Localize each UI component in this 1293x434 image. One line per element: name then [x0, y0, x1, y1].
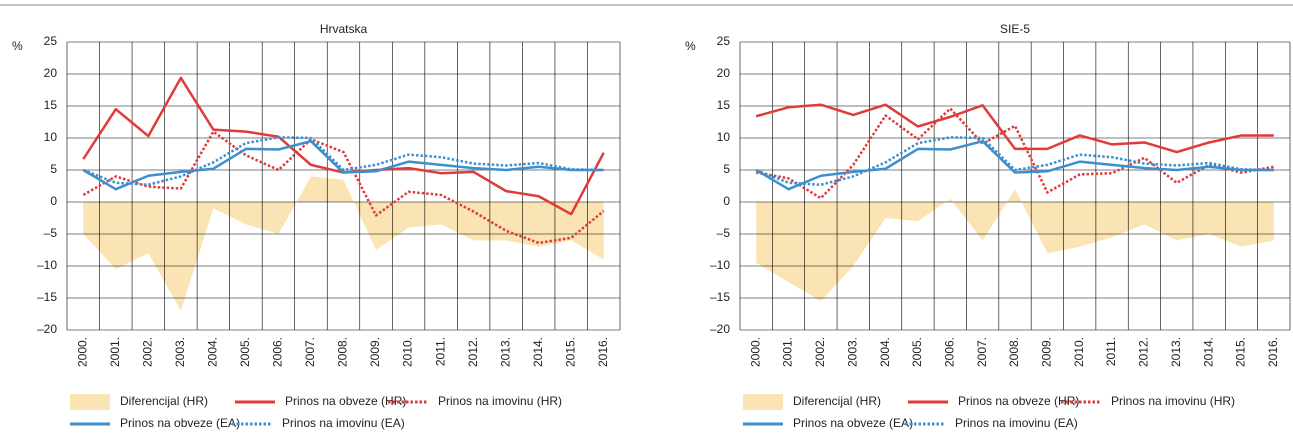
y-tick-label: 25	[44, 34, 58, 48]
y-tick-label: –5	[717, 226, 731, 240]
x-tick-label: 2011.	[1104, 337, 1118, 366]
x-tick-label: 2000.	[75, 337, 89, 367]
area	[83, 176, 604, 311]
line-series	[82, 130, 605, 245]
x-tick-label: 2010.	[1072, 337, 1086, 367]
x-tick-label: 2000.	[748, 337, 762, 367]
x-tick-label: 2009.	[368, 337, 382, 367]
legend-label: Prinos na obveze (EA)	[120, 416, 240, 430]
y-tick-label: –10	[710, 258, 730, 272]
line-series	[755, 103, 1274, 154]
x-tick-label: 2002.	[813, 337, 827, 367]
x-tick-label: 2015.	[1234, 337, 1248, 367]
y-tick-label: 15	[717, 98, 731, 112]
x-tick-label: 2008.	[1007, 337, 1021, 367]
legend-swatch	[70, 394, 110, 410]
legend-label: Diferencijal (HR)	[120, 394, 208, 408]
line-series	[82, 136, 604, 186]
y-tick-label: 20	[717, 66, 731, 80]
y-tick-label: 0	[723, 194, 730, 208]
y-axis-label: %	[685, 39, 696, 53]
y-tick-label: 25	[717, 34, 731, 48]
y-tick-label: –15	[37, 290, 57, 304]
y-tick-label: 10	[717, 130, 731, 144]
y-tick-label: 0	[50, 194, 57, 208]
y-tick-label: –20	[710, 322, 730, 336]
y-tick-label: 15	[44, 98, 58, 112]
y-tick-label: –5	[44, 226, 58, 240]
x-tick-label: 2004.	[878, 337, 892, 367]
x-tick-label: 2012.	[466, 337, 480, 367]
x-tick-label: 2016.	[596, 337, 610, 367]
x-tick-label: 2013.	[498, 337, 512, 367]
line-series	[755, 107, 1275, 200]
y-tick-label: 5	[723, 162, 730, 176]
area	[756, 189, 1274, 302]
y-tick-label: –20	[37, 322, 57, 336]
legend-label: Diferencijal (HR)	[793, 394, 881, 408]
x-tick-label: 2005.	[910, 337, 924, 367]
x-tick-label: 2001.	[108, 337, 122, 367]
legend-label: Prinos na imovinu (EA)	[282, 416, 405, 430]
legend-label: Prinos na imovinu (EA)	[955, 416, 1078, 430]
x-tick-label: 2001.	[781, 337, 795, 367]
x-tick-label: 2005.	[238, 337, 252, 367]
x-tick-label: 2003.	[173, 337, 187, 367]
x-tick-label: 2008.	[336, 337, 350, 367]
x-tick-label: 2003.	[845, 337, 859, 367]
y-tick-label: –10	[37, 258, 57, 272]
x-tick-label: 2006.	[271, 337, 285, 367]
legend-swatch	[743, 394, 783, 410]
chart-title: SIE-5	[1000, 22, 1030, 36]
legend-label: Prinos na imovinu (HR)	[438, 394, 562, 408]
y-axis-label: %	[12, 39, 23, 53]
line-series	[82, 139, 604, 191]
x-tick-label: 2015.	[563, 337, 577, 367]
x-tick-label: 2011.	[433, 337, 447, 366]
x-tick-label: 2007.	[975, 337, 989, 367]
y-tick-label: 10	[44, 130, 58, 144]
chart-title: Hrvatska	[320, 22, 368, 36]
x-tick-label: 2007.	[303, 337, 317, 367]
x-tick-label: 2014.	[1201, 337, 1215, 367]
x-tick-label: 2006.	[942, 337, 956, 367]
legend-label: Prinos na obveze (HR)	[285, 394, 406, 408]
legend-label: Prinos na obveze (HR)	[958, 394, 1079, 408]
x-tick-label: 2009.	[1040, 337, 1054, 367]
x-tick-label: 2016.	[1266, 337, 1280, 367]
y-tick-label: 20	[44, 66, 58, 80]
x-tick-label: 2012.	[1137, 337, 1151, 367]
x-tick-label: 2002.	[140, 337, 154, 367]
y-tick-label: 5	[50, 162, 57, 176]
x-tick-label: 2010.	[401, 337, 415, 367]
line-series	[755, 139, 1274, 191]
legend-label: Prinos na imovinu (HR)	[1111, 394, 1235, 408]
y-tick-label: –15	[710, 290, 730, 304]
legend-label: Prinos na obveze (EA)	[793, 416, 913, 430]
x-tick-label: 2013.	[1169, 337, 1183, 367]
line-series	[755, 136, 1274, 186]
x-tick-label: 2014.	[531, 337, 545, 367]
x-tick-label: 2004.	[206, 337, 220, 367]
